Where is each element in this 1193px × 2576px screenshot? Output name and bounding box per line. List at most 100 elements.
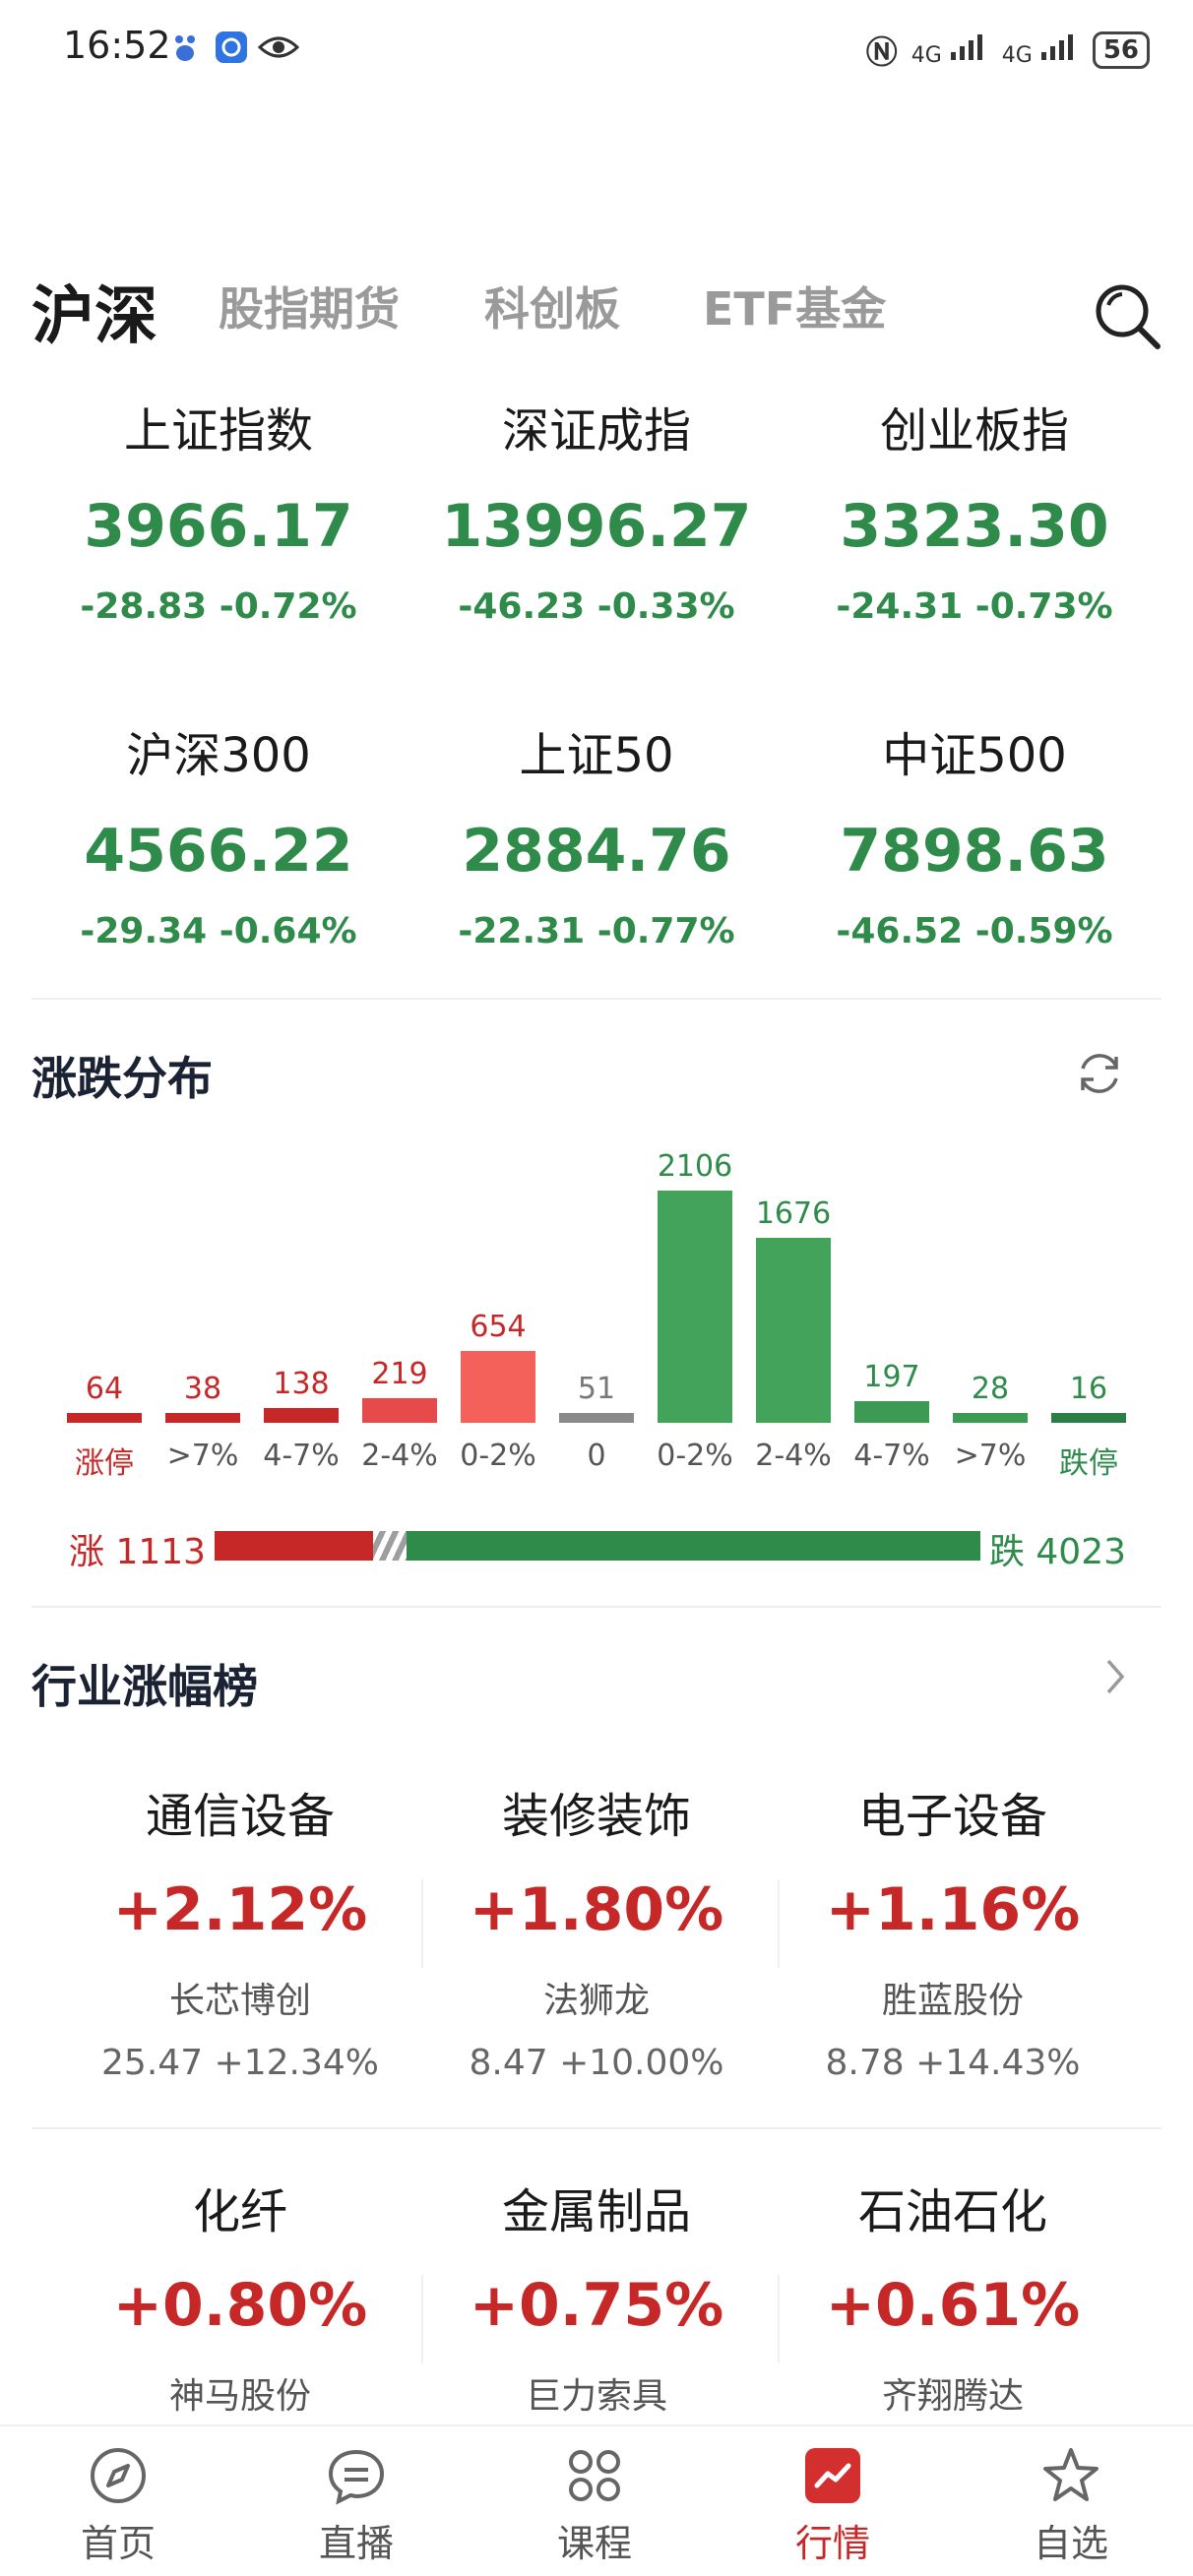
nav-label: 课程	[556, 2522, 632, 2565]
leading-stock-name: 胜蓝股份	[881, 1981, 1024, 2021]
index-card-csi500[interactable]: 中证500 7898.63 -46.52 -0.59%	[785, 716, 1163, 951]
industry-card[interactable]: 通信设备 +2.12% 长芯博创 25.47 +12.34%	[61, 1777, 419, 2083]
industry-change: +0.75%	[469, 2271, 724, 2340]
industry-more-button[interactable]	[1100, 1655, 1130, 1698]
industry-name: 电子设备	[857, 1789, 1047, 1844]
index-price: 3966.17	[84, 492, 353, 561]
nav-label: 直播	[318, 2522, 394, 2565]
column-separator	[421, 2275, 423, 2363]
divider	[31, 1606, 1162, 1608]
star-icon	[1043, 2448, 1099, 2501]
nav-live[interactable]: 直播	[278, 2444, 435, 2567]
signal-2-label: 4G	[1001, 43, 1033, 68]
leading-stock-name: 巨力索具	[525, 2376, 667, 2417]
index-change: -24.31 -0.73%	[836, 586, 1113, 627]
tab-star-market[interactable]: 科创板	[484, 282, 620, 336]
distribution-bar	[756, 1238, 831, 1423]
index-card-sse[interactable]: 上证指数 3966.17 -28.83 -0.72%	[30, 392, 408, 627]
industry-card[interactable]: 装修装饰 +1.80% 法狮龙 8.47 +10.00%	[417, 1777, 776, 2083]
column-separator	[778, 2275, 780, 2363]
tab-hushen[interactable]: 沪深	[31, 280, 157, 353]
leading-stock-name: 长芯博创	[168, 1981, 311, 2021]
bar-value-label: 197	[863, 1359, 920, 1394]
index-name: 上证指数	[123, 403, 313, 459]
bar-category-label: >7%	[166, 1439, 239, 1473]
distribution-bar	[362, 1398, 437, 1423]
industry-card[interactable]: 金属制品 +0.75% 巨力索具	[417, 2173, 776, 2419]
nav-watchlist[interactable]: 自选	[992, 2444, 1150, 2567]
leading-stock-name: 神马股份	[168, 2376, 311, 2417]
market-chart-icon	[805, 2448, 860, 2503]
refresh-button[interactable]	[1073, 1047, 1126, 1100]
nav-courses[interactable]: 课程	[516, 2444, 673, 2567]
down-ratio-bar	[407, 1531, 980, 1561]
index-card-sse50[interactable]: 上证50 2884.76 -22.31 -0.77%	[408, 716, 785, 951]
bar-category-label: 0-2%	[657, 1439, 733, 1473]
up-ratio-bar	[215, 1531, 373, 1561]
bar-category-label: 0	[587, 1439, 606, 1473]
down-count-label: 跌 4023	[988, 1532, 1126, 1572]
search-icon	[1096, 284, 1161, 349]
bar-category-label: 4-7%	[263, 1439, 340, 1473]
column-separator	[421, 1879, 423, 1968]
distribution-bar	[1051, 1413, 1126, 1423]
bar-value-label: 16	[1069, 1372, 1108, 1406]
index-change: -46.52 -0.59%	[836, 911, 1113, 951]
index-card-chinext[interactable]: 创业板指 3323.30 -24.31 -0.73%	[785, 392, 1163, 627]
signal-bars-icon	[950, 34, 982, 60]
bar-value-label: 1676	[755, 1196, 832, 1232]
compass-icon	[91, 2448, 146, 2503]
leading-stock-name: 法狮龙	[542, 1981, 650, 2021]
industry-card[interactable]: 电子设备 +1.16% 胜蓝股份 8.78 +14.43%	[774, 1777, 1132, 2083]
tab-etf-fund[interactable]: ETF基金	[703, 282, 887, 336]
bottom-nav: 首页 直播 课程 行情 自选	[0, 2424, 1193, 2576]
distribution-bar	[953, 1413, 1028, 1423]
bar-category-label: >7%	[954, 1439, 1027, 1473]
flat-ratio-bar	[373, 1531, 407, 1561]
clover-icon	[569, 2450, 620, 2501]
tab-index-futures[interactable]: 股指期货	[219, 282, 400, 336]
leading-stock-name: 齐翔腾达	[881, 2376, 1024, 2417]
bar-value-label: 28	[971, 1372, 1010, 1406]
industry-name: 装修装饰	[501, 1789, 691, 1844]
distribution-bar	[658, 1191, 732, 1423]
eye-icon	[258, 30, 299, 65]
status-time: 16:52	[63, 24, 171, 67]
industry-change: +1.16%	[825, 1875, 1081, 1944]
nav-label: 自选	[1033, 2522, 1108, 2565]
industry-name: 通信设备	[145, 1789, 335, 1844]
bar-category-label: 0-2%	[460, 1439, 536, 1473]
divider	[31, 998, 1162, 1000]
industry-card[interactable]: 化纤 +0.80% 神马股份	[61, 2173, 419, 2419]
nfc-icon: Ⓝ	[865, 33, 898, 71]
search-button[interactable]	[1093, 281, 1162, 350]
bar-value-label: 51	[577, 1372, 616, 1406]
index-price: 7898.63	[840, 817, 1109, 886]
nav-market[interactable]: 行情	[754, 2444, 911, 2567]
bar-value-label: 38	[183, 1372, 222, 1406]
index-price: 2884.76	[462, 817, 731, 886]
index-price: 4566.22	[84, 817, 353, 886]
industry-card[interactable]: 石油石化 +0.61% 齐翔腾达	[774, 2173, 1132, 2419]
distribution-bar	[165, 1413, 240, 1423]
distribution-bar	[854, 1400, 929, 1423]
index-name: 创业板指	[879, 403, 1069, 459]
index-change: -46.23 -0.33%	[458, 586, 735, 627]
bar-value-label: 654	[470, 1309, 527, 1344]
industry-title: 行业涨幅榜	[31, 1660, 258, 1713]
baidu-paw-icon	[171, 30, 199, 65]
nav-home[interactable]: 首页	[39, 2444, 197, 2567]
distribution-chart: 64 涨停 38 >7% 138 4-7% 219 2-4% 654 0-2% 51 0 2106 0-2…	[0, 1132, 1193, 1486]
bar-value-label: 138	[273, 1366, 330, 1401]
signal-2: 4G	[1002, 32, 1079, 68]
divider	[31, 2127, 1162, 2129]
chevron-right-icon	[1106, 1659, 1125, 1694]
nav-label: 首页	[80, 2522, 156, 2565]
bar-category-label: 4-7%	[853, 1439, 930, 1473]
index-card-csi300[interactable]: 沪深300 4566.22 -29.34 -0.64%	[30, 716, 408, 951]
signal-1: 4G	[911, 32, 988, 68]
index-card-szse[interactable]: 深证成指 13996.27 -46.23 -0.33%	[408, 392, 785, 627]
signal-1-label: 4G	[910, 43, 942, 68]
bar-value-label: 64	[85, 1372, 124, 1406]
bar-category-label: 2-4%	[361, 1439, 438, 1473]
